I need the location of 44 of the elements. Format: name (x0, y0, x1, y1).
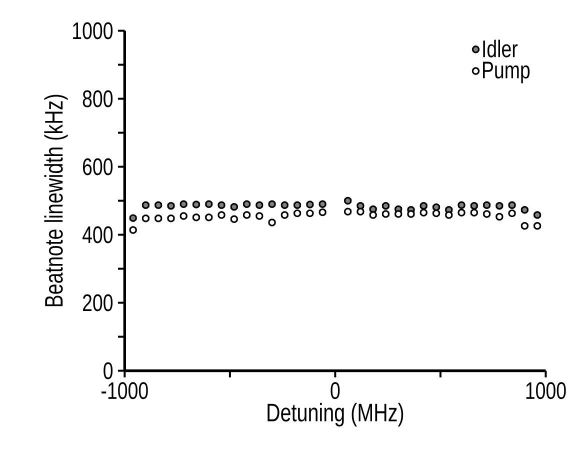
y-tick-label: 1000 (73, 22, 113, 40)
point (256, 201, 264, 210)
point (230, 202, 238, 211)
point (154, 201, 162, 210)
y-tick-label: 800 (82, 90, 113, 108)
point (268, 218, 276, 226)
point (508, 209, 516, 218)
point (482, 201, 491, 210)
y-tick-label: 0 (104, 362, 113, 380)
point (142, 201, 150, 210)
point (344, 196, 352, 205)
point (470, 202, 478, 210)
y-tick-label: 600 (83, 158, 113, 176)
point (496, 212, 504, 221)
y-axis-title: Beatnote linewidth (kHz) (44, 94, 68, 306)
point (496, 202, 504, 210)
point (382, 202, 390, 210)
point (306, 209, 314, 218)
point (458, 208, 466, 216)
point (218, 211, 226, 219)
point (432, 209, 440, 218)
point (293, 201, 302, 210)
point (369, 205, 377, 214)
point (356, 202, 364, 210)
point (218, 201, 226, 210)
point (167, 202, 175, 210)
x-tick-label: 1000 (526, 382, 566, 400)
point (356, 208, 364, 216)
legend-label: Idler (483, 40, 518, 58)
point (420, 202, 428, 210)
x-tick-label: 0 (330, 382, 340, 400)
point (280, 201, 289, 210)
x-tick-label: -1000 (102, 382, 148, 400)
point (293, 209, 302, 218)
point (508, 201, 516, 210)
x-axis-title: Detuning (MHz) (268, 402, 404, 427)
legend-label: Pump (483, 62, 530, 84)
point (167, 214, 175, 222)
point (458, 201, 466, 210)
y-tick-label: 400 (82, 226, 113, 244)
point (318, 208, 326, 216)
point (432, 203, 440, 212)
point (268, 200, 276, 208)
y-tick-label: 200 (83, 294, 113, 312)
